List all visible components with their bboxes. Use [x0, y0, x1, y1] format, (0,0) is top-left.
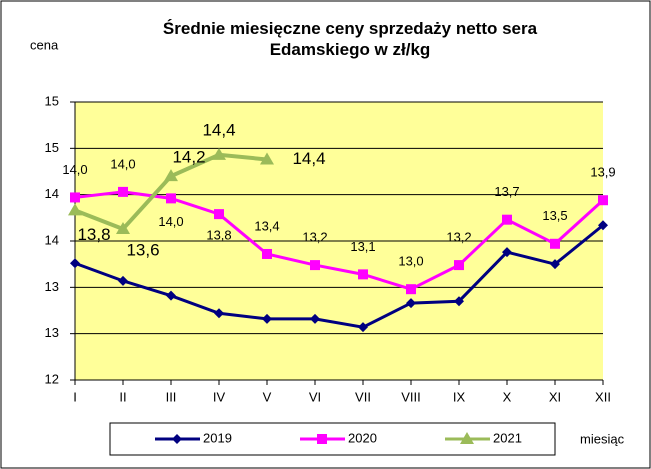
- data-label: 14,4: [292, 149, 325, 168]
- x-tick-label: VII: [355, 389, 371, 404]
- data-label: 14,0: [110, 156, 135, 171]
- point: [502, 247, 512, 258]
- point: [406, 284, 416, 295]
- point: [598, 220, 608, 231]
- data-label: 13,0: [398, 254, 423, 269]
- data-label: 14,0: [62, 162, 87, 177]
- point: [172, 434, 182, 444]
- series-line: [74, 190, 605, 291]
- data-label: 13,8: [77, 225, 110, 244]
- point: [550, 259, 560, 270]
- x-tick-label: X: [503, 389, 512, 404]
- data-label: 13,9: [590, 165, 615, 180]
- point: [502, 214, 512, 225]
- data-label: 14,0: [158, 214, 183, 229]
- point: [118, 275, 128, 286]
- point: [212, 147, 226, 160]
- legend-label: 2021: [493, 430, 522, 445]
- point: [454, 296, 464, 307]
- y-tick-label: 15: [45, 140, 59, 155]
- data-label: 13,6: [126, 240, 159, 259]
- point: [317, 434, 327, 444]
- point: [262, 313, 272, 324]
- x-tick-label: IX: [453, 389, 466, 404]
- point: [460, 432, 474, 444]
- point: [598, 195, 608, 206]
- point: [68, 203, 82, 216]
- point: [166, 290, 176, 301]
- data-label: 13,1: [350, 239, 375, 254]
- data-label: 13,7: [494, 184, 519, 199]
- y-tick-label: 14: [45, 232, 59, 247]
- series-line: [74, 224, 604, 329]
- x-tick-label: VIII: [401, 389, 421, 404]
- x-tick-label: XI: [549, 389, 561, 404]
- x-tick-label: II: [119, 389, 126, 404]
- point: [358, 322, 368, 333]
- point: [164, 169, 178, 182]
- y-axis-label: cena: [30, 37, 59, 52]
- point: [214, 308, 224, 319]
- y-tick-label: 12: [45, 371, 59, 386]
- point: [70, 258, 80, 269]
- point: [454, 260, 464, 271]
- point: [310, 313, 320, 324]
- chart-title: Średnie miesięczne ceny sprzedaży netto …: [163, 19, 538, 59]
- point: [116, 221, 130, 234]
- x-tick-label: I: [73, 389, 77, 404]
- x-axis-label: miesiąc: [580, 431, 625, 446]
- data-label: 14,2: [172, 148, 205, 167]
- point: [260, 152, 274, 165]
- point: [358, 269, 368, 280]
- y-tick-label: 15: [45, 93, 59, 108]
- data-label: 14,4: [202, 120, 235, 139]
- title-text: Średnie miesięczne ceny sprzedaży netto …: [163, 19, 538, 38]
- x-tick-label: V: [263, 389, 272, 404]
- point: [310, 260, 320, 271]
- x-tick-label: IV: [213, 389, 226, 404]
- point: [550, 238, 560, 249]
- point: [214, 209, 224, 220]
- data-label: 13,2: [302, 230, 327, 245]
- point: [166, 193, 176, 204]
- data-label: 13,5: [542, 208, 567, 223]
- data-label: 13,2: [446, 230, 471, 245]
- point: [262, 248, 272, 259]
- point: [406, 298, 416, 309]
- x-tick-label: XII: [595, 389, 611, 404]
- y-tick-label: 14: [45, 186, 59, 201]
- title-text-line2: Edamskiego w zł/kg: [270, 40, 431, 59]
- x-tick-label: III: [166, 389, 177, 404]
- y-tick-label: 13: [45, 279, 59, 294]
- point: [70, 192, 80, 203]
- x-tick-label: VI: [309, 389, 321, 404]
- legend-label: 2019: [203, 430, 232, 445]
- point: [118, 186, 128, 197]
- y-tick-label: 13: [45, 325, 59, 340]
- legend-label: 2020: [348, 430, 377, 445]
- data-label: 13,8: [206, 228, 231, 243]
- data-label: 13,4: [254, 218, 279, 233]
